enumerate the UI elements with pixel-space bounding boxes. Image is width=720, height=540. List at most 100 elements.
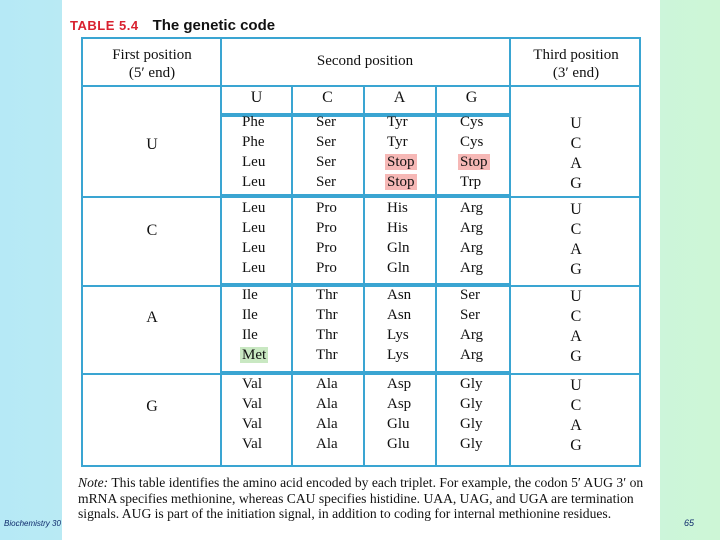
amino-acid-cell: Arg — [460, 347, 483, 364]
amino-acid-cell: Asn — [387, 287, 411, 304]
amino-acid-label: Cys — [460, 134, 484, 150]
third-position-label: Third position — [533, 47, 619, 63]
second-position-header: Second position — [316, 53, 414, 69]
first-base-c: C — [146, 222, 158, 239]
amino-acid-cell: Tyr — [387, 114, 408, 131]
amino-acid-cell: Gly — [460, 416, 483, 433]
amino-acid-label: Gln — [387, 240, 410, 256]
third-base: C — [570, 397, 582, 414]
third-base: U — [570, 377, 582, 394]
third-base: U — [570, 201, 582, 218]
amino-acid-cell: Stop — [385, 174, 417, 191]
amino-acid-label: Ile — [242, 287, 258, 303]
amino-acid-cell: Stop — [458, 154, 490, 171]
group-rule-2 — [83, 285, 639, 287]
amino-acid-label: Gln — [387, 260, 410, 276]
amino-acid-cell: Pro — [316, 240, 337, 257]
amino-acid-label: His — [387, 220, 408, 236]
amino-acid-cell: Leu — [242, 220, 265, 237]
amino-acid-cell: Gly — [460, 436, 483, 453]
amino-acid-cell: Pro — [316, 260, 337, 277]
first-position-label: First position — [112, 47, 192, 63]
third-position-end-label: (3′ end) — [552, 65, 600, 81]
table-note: Note: This table identifies the amino ac… — [78, 475, 653, 522]
amino-acid-cell: Trp — [460, 174, 481, 191]
amino-acid-label: Cys — [460, 114, 484, 130]
amino-acid-label: Arg — [460, 327, 484, 343]
third-base: U — [570, 288, 582, 305]
third-position-header: Third position (3′ end) — [511, 46, 641, 82]
amino-acid-label: Thr — [316, 327, 338, 343]
amino-acid-cell: Thr — [316, 287, 338, 304]
amino-acid-cell: Lys — [387, 327, 409, 344]
amino-acid-label: Stop — [458, 154, 490, 170]
amino-acid-label: Trp — [460, 174, 482, 190]
amino-acid-cell: Leu — [242, 240, 265, 257]
amino-acid-label: Pro — [316, 200, 337, 216]
amino-acid-cell: Phe — [242, 114, 265, 131]
amino-acid-cell: Asp — [387, 396, 411, 413]
amino-acid-label: Gly — [460, 436, 483, 452]
third-base: G — [570, 261, 582, 278]
third-base: C — [570, 308, 582, 325]
amino-acid-cell: Ser — [316, 114, 336, 131]
amino-acid-cell: His — [387, 220, 408, 237]
amino-acid-cell: Asn — [387, 307, 411, 324]
amino-acid-cell: Lys — [387, 347, 409, 364]
amino-acid-label: Phe — [242, 114, 265, 130]
amino-acid-label: Leu — [242, 200, 266, 216]
second-base-c: C — [322, 89, 333, 106]
amino-acid-cell: Ala — [316, 416, 338, 433]
amino-acid-label: Ser — [316, 174, 336, 190]
slide-footer: Biochemistry 30 — [4, 519, 61, 528]
amino-acid-label: Lys — [387, 327, 409, 343]
amino-acid-cell: Val — [242, 416, 262, 433]
third-base: A — [570, 155, 582, 172]
amino-acid-cell: Gln — [387, 240, 410, 257]
amino-acid-cell: Glu — [387, 436, 410, 453]
amino-acid-label: Pro — [316, 220, 337, 236]
amino-acid-label: Ser — [316, 114, 336, 130]
amino-acid-label: Met — [240, 347, 269, 363]
amino-acid-label: Val — [242, 376, 262, 392]
amino-acid-cell: Pro — [316, 220, 337, 237]
amino-acid-label: Glu — [387, 416, 410, 432]
amino-acid-label: Leu — [242, 240, 266, 256]
amino-acid-cell: Ala — [316, 396, 338, 413]
amino-acid-cell: Met — [240, 347, 269, 364]
amino-acid-label: Ile — [242, 307, 258, 323]
amino-acid-label: Arg — [460, 200, 484, 216]
amino-acid-cell: His — [387, 200, 408, 217]
third-position-rule — [509, 39, 511, 465]
group-rule-3 — [83, 373, 639, 375]
amino-acid-cell: Val — [242, 396, 262, 413]
amino-acid-cell: Leu — [242, 174, 265, 191]
amino-acid-cell: Leu — [242, 154, 265, 171]
amino-acid-cell: Asp — [387, 376, 411, 393]
amino-acid-cell: Ala — [316, 436, 338, 453]
amino-acid-label: Gly — [460, 416, 483, 432]
amino-acid-label: Ala — [316, 416, 338, 432]
amino-acid-cell: Leu — [242, 260, 265, 277]
amino-acid-label: Asn — [387, 307, 412, 323]
third-base: A — [570, 328, 582, 345]
amino-acid-label: Stop — [385, 154, 417, 170]
amino-acid-cell: Ala — [316, 376, 338, 393]
second-position-heavy-rule — [221, 113, 509, 117]
amino-acid-label: Tyr — [387, 114, 408, 130]
amino-acid-label: Ser — [460, 307, 480, 323]
third-base: C — [570, 135, 582, 152]
inner-rule-3 — [435, 85, 437, 465]
amino-acid-label: Thr — [316, 287, 338, 303]
first-position-rule — [220, 39, 222, 465]
amino-acid-cell: Gly — [460, 396, 483, 413]
first-base-g: G — [146, 398, 158, 415]
group-rule-1 — [83, 196, 639, 198]
genetic-code-table: First position (5′ end) Second position … — [81, 37, 641, 467]
amino-acid-cell: Val — [242, 436, 262, 453]
amino-acid-label: Asp — [387, 396, 412, 412]
amino-acid-label: Ala — [316, 396, 338, 412]
amino-acid-label: Val — [242, 396, 262, 412]
